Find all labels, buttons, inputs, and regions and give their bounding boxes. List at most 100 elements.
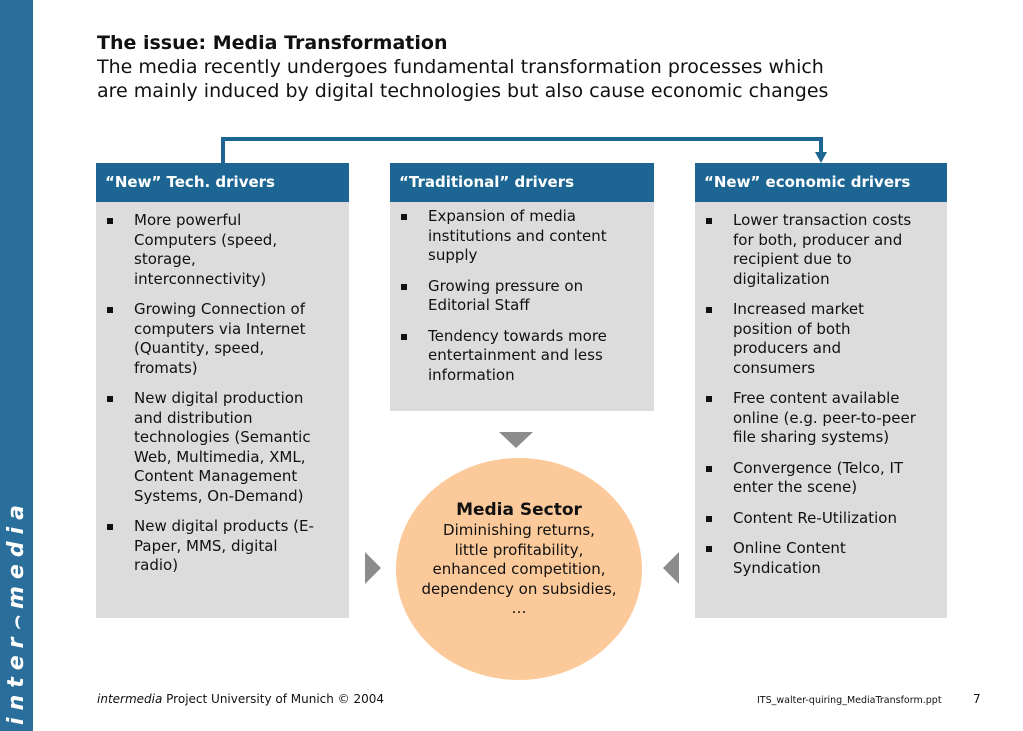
slide-subtitle-line1: The media recently undergoes fundamental…: [97, 56, 824, 78]
slide-title: The issue: Media Transformation: [97, 32, 448, 54]
connector-line: [221, 137, 823, 163]
item-line: Convergence (Telco, IT: [733, 458, 904, 477]
item-line: producers and: [733, 339, 842, 357]
item-line: file sharing systems): [733, 428, 890, 446]
item-line: Tendency towards more: [428, 326, 607, 345]
item-line: technologies (Semantic: [134, 428, 311, 446]
item-line: Web, Multimedia, XML,: [134, 447, 306, 466]
footer-filename: ITS_walter-quiring_MediaTransform.ppt: [757, 695, 942, 706]
list-item: Convergence (Telco, IT enter the scene): [695, 459, 937, 498]
item-line: Expansion of media: [428, 207, 576, 225]
traditional-drivers-box: “Traditional” drivers Expansion of media…: [390, 163, 654, 411]
bullet-icon: [107, 396, 113, 402]
item-line: Systems, On-Demand): [134, 486, 304, 505]
item-line: and distribution: [134, 408, 253, 427]
item-line: supply: [428, 246, 478, 264]
item-line: More powerful: [134, 211, 242, 229]
title-block: The issue: Media Transformation The medi…: [97, 31, 977, 103]
list-item: Growing pressure on Editorial Staff: [390, 277, 644, 316]
footer-org-italic: intermedia: [97, 692, 163, 706]
list-item: Free content available online (e.g. peer-…: [695, 389, 937, 448]
item-line: entertainment and less: [428, 346, 603, 364]
item-line: Lower transaction costs: [733, 211, 912, 229]
list-item: Content Re-Utilization: [695, 509, 937, 529]
arrow-left-icon: [663, 552, 679, 584]
bullet-icon: [706, 307, 712, 313]
bullet-icon: [706, 515, 712, 522]
tech-drivers-box: “New” Tech. drivers More powerful Compute…: [96, 163, 349, 618]
item-line: Growing Connection of: [134, 300, 305, 318]
item-line: interconnectivity): [134, 269, 267, 288]
list-item: Expansion of media institutions and conte…: [390, 207, 644, 266]
page-number: 7: [973, 692, 981, 706]
item-line: Paper, MMS, digital: [134, 536, 278, 555]
logo-text: inter⌢media: [4, 497, 30, 725]
item-line: consumers: [733, 358, 816, 377]
footer-org-rest: Project University of Munich © 2004: [162, 692, 385, 706]
list-item: More powerful Computers (speed, storage, in…: [96, 211, 339, 289]
intermedia-logo: inter⌢media: [0, 498, 33, 725]
item-line: Increased market: [733, 300, 865, 318]
item-line: storage,: [134, 250, 196, 268]
connector-arrowhead-icon: [815, 152, 827, 163]
bullet-icon: [706, 465, 712, 472]
bullet-icon: [706, 546, 712, 552]
list-item: Lower transaction costs for both, produce…: [695, 211, 937, 289]
item-line: (Quantity, speed,: [134, 339, 265, 357]
list-item: Growing Connection of computers via Inter…: [96, 300, 339, 378]
list-item: Increased market position of both producer…: [695, 300, 937, 378]
bullet-icon: [107, 524, 113, 530]
list-item: Online Content Syndication: [695, 539, 937, 578]
list-item: Tendency towards more entertainment and l…: [390, 327, 644, 386]
list-item: New digital products (E- Paper, MMS, digi…: [96, 517, 339, 576]
economic-drivers-box: “New” economic drivers Lower transaction…: [695, 163, 947, 618]
arrow-right-icon: [365, 552, 381, 584]
item-line: fromats): [134, 358, 198, 377]
bullet-icon: [706, 396, 712, 402]
media-sector-line: little profitability,: [454, 540, 584, 559]
item-line: Content Management: [134, 467, 298, 485]
tech-drivers-list: More powerful Computers (speed, storage, in…: [96, 202, 349, 576]
item-line: New digital products (E-: [134, 517, 314, 535]
traditional-drivers-list: Expansion of media institutions and conte…: [390, 202, 654, 385]
item-line: Content Re-Utilization: [733, 508, 897, 527]
slide-subtitle-line2: are mainly induced by digital technologi…: [97, 80, 829, 102]
media-sector-line: dependency on subsidies,: [421, 579, 617, 598]
bullet-icon: [107, 307, 113, 313]
economic-drivers-list: Lower transaction costs for both, produce…: [695, 202, 947, 578]
item-line: digitalization: [733, 269, 830, 288]
item-line: recipient due to: [733, 250, 852, 268]
item-line: information: [428, 365, 515, 384]
economic-drivers-header: “New” economic drivers: [695, 163, 947, 202]
bullet-icon: [401, 333, 407, 340]
item-line: Online Content: [733, 539, 846, 557]
item-line: New digital production: [134, 389, 304, 407]
media-sector-title: Media Sector: [456, 500, 582, 520]
media-sector-line: Diminishing returns,: [443, 521, 595, 539]
item-line: position of both: [733, 319, 851, 338]
item-line: Computers (speed,: [134, 230, 278, 249]
item-line: Editorial Staff: [428, 296, 530, 314]
media-sector-circle: Media Sector Diminishing returns, little…: [396, 458, 642, 680]
tech-drivers-header: “New” Tech. drivers: [96, 163, 349, 202]
bullet-icon: [401, 283, 407, 290]
item-line: institutions and content: [428, 226, 607, 245]
footer-credit: intermedia Project University of Munich …: [97, 692, 384, 706]
traditional-drivers-header: “Traditional” drivers: [390, 163, 654, 202]
arrow-down-icon: [499, 432, 533, 448]
sidebar: inter⌢media: [0, 0, 33, 731]
media-sector-line: enhanced competition,: [432, 560, 606, 578]
item-line: enter the scene): [733, 478, 858, 496]
media-sector-line: …: [511, 599, 527, 617]
item-line: Free content available: [733, 389, 900, 407]
item-line: radio): [134, 556, 179, 574]
bullet-icon: [107, 218, 113, 224]
item-line: computers via Internet: [134, 319, 306, 338]
item-line: for both, producer and: [733, 230, 903, 249]
list-item: New digital production and distribution te…: [96, 389, 339, 506]
item-line: Growing pressure on: [428, 276, 584, 295]
bullet-icon: [706, 218, 712, 224]
item-line: Syndication: [733, 558, 821, 577]
item-line: online (e.g. peer-to-peer: [733, 408, 916, 427]
bullet-icon: [401, 214, 407, 220]
